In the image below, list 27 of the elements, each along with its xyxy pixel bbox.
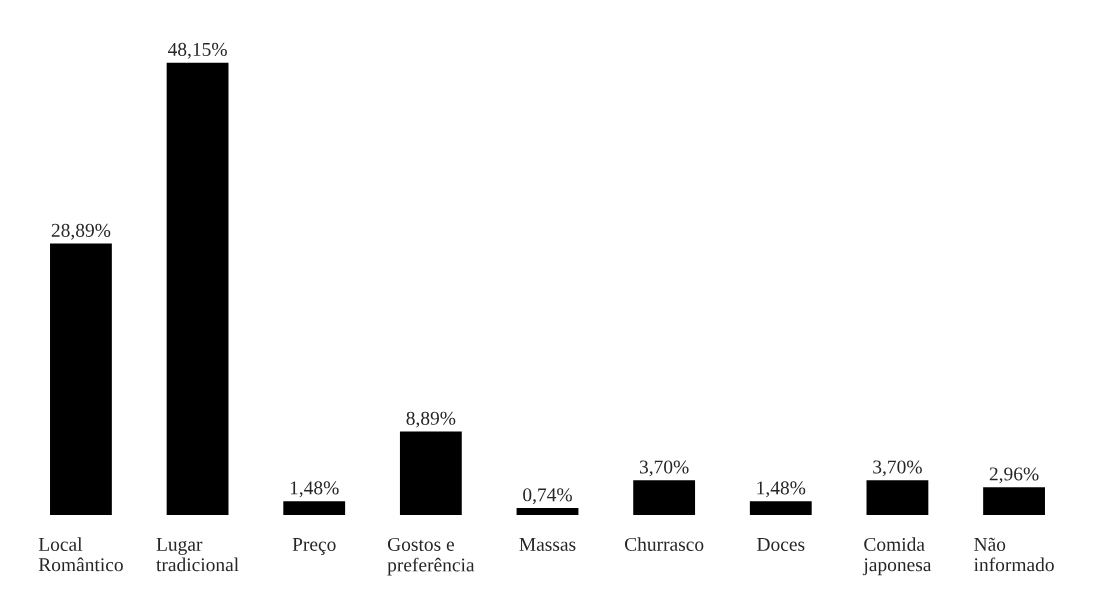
- x-tick-label: Comida japonesa: [862, 537, 932, 576]
- bar: [283, 501, 346, 516]
- x-tick-label: Preço: [292, 538, 336, 555]
- data-label: 8,89%: [406, 411, 456, 428]
- x-tick-label: Doces: [757, 538, 805, 551]
- x-tick-label: Churrasco: [624, 537, 704, 551]
- bar: [50, 243, 112, 516]
- data-label: 48,15%: [167, 42, 227, 59]
- x-tick-label: Não informado: [973, 537, 1054, 572]
- data-label: 1,48%: [757, 481, 806, 498]
- x-tick-label: Lugar tradicional: [156, 537, 239, 572]
- bar: [983, 487, 1045, 516]
- data-label: 3,70%: [873, 460, 922, 477]
- x-tick-label: Massas: [519, 538, 576, 551]
- data-label: 3,70%: [639, 460, 689, 477]
- data-label: 2,96%: [989, 467, 1039, 484]
- data-label: 28,89%: [51, 223, 111, 240]
- bar: [166, 62, 229, 516]
- bar: [633, 480, 696, 516]
- x-tick-label: Local Romântico: [38, 537, 123, 572]
- x-tick-label: Gostos e preferência: [387, 537, 475, 576]
- bar: [516, 508, 579, 516]
- data-label: 0,74%: [523, 488, 572, 505]
- bar: [749, 501, 812, 516]
- bar: [399, 431, 462, 516]
- bar: [866, 480, 929, 516]
- data-label: 1,48%: [290, 481, 339, 498]
